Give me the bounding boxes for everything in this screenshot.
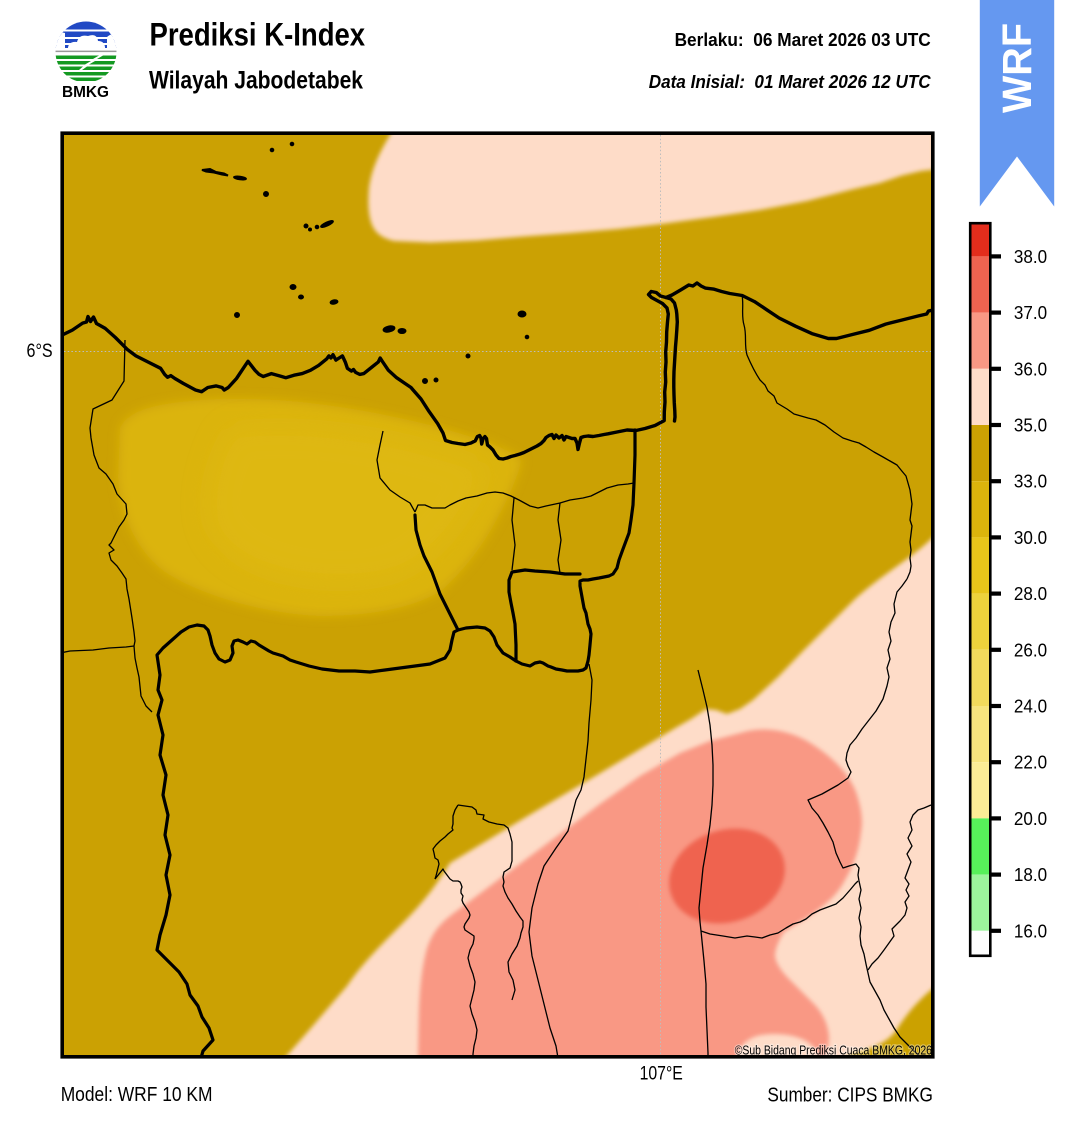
svg-text:WRF: WRF [994, 23, 1040, 113]
svg-text:Wilayah Jabodetabek: Wilayah Jabodetabek [149, 68, 363, 95]
svg-text:33.0: 33.0 [1014, 471, 1047, 492]
svg-text:28.0: 28.0 [1014, 583, 1047, 604]
svg-text:Data Inisial: 01 Maret 2026 1: Data Inisial: 01 Maret 2026 12 UTC [649, 71, 932, 92]
svg-text:©Sub Bidang Prediksi Cuaca BMK: ©Sub Bidang Prediksi Cuaca BMKG, 2026 [735, 1042, 932, 1057]
svg-text:26.0: 26.0 [1014, 639, 1047, 660]
svg-text:37.0: 37.0 [1014, 302, 1047, 323]
svg-text:35.0: 35.0 [1014, 415, 1047, 436]
svg-text:36.0: 36.0 [1014, 358, 1047, 379]
svg-text:Berlaku: 06 Maret 2026 03 UTC: Berlaku: 06 Maret 2026 03 UTC [675, 29, 931, 50]
svg-text:BMKG: BMKG [62, 84, 109, 101]
svg-text:107°E: 107°E [640, 1063, 683, 1085]
svg-text:16.0: 16.0 [1014, 920, 1047, 941]
svg-text:Prediksi K-Index: Prediksi K-Index [150, 17, 366, 53]
svg-text:22.0: 22.0 [1014, 752, 1047, 773]
svg-text:18.0: 18.0 [1014, 864, 1047, 885]
svg-text:Model: WRF 10 KM: Model: WRF 10 KM [61, 1084, 213, 1106]
svg-text:38.0: 38.0 [1014, 246, 1047, 267]
svg-text:Sumber: CIPS BMKG: Sumber: CIPS BMKG [767, 1085, 933, 1107]
svg-text:6°S: 6°S [27, 340, 53, 362]
svg-text:30.0: 30.0 [1014, 527, 1047, 548]
svg-text:24.0: 24.0 [1014, 696, 1047, 717]
svg-text:20.0: 20.0 [1014, 808, 1047, 829]
svg-text:©Sub Bidang Prediksi Cuaca BMK: ©Sub Bidang Prediksi Cuaca BMKG, 2026 [735, 1042, 932, 1057]
